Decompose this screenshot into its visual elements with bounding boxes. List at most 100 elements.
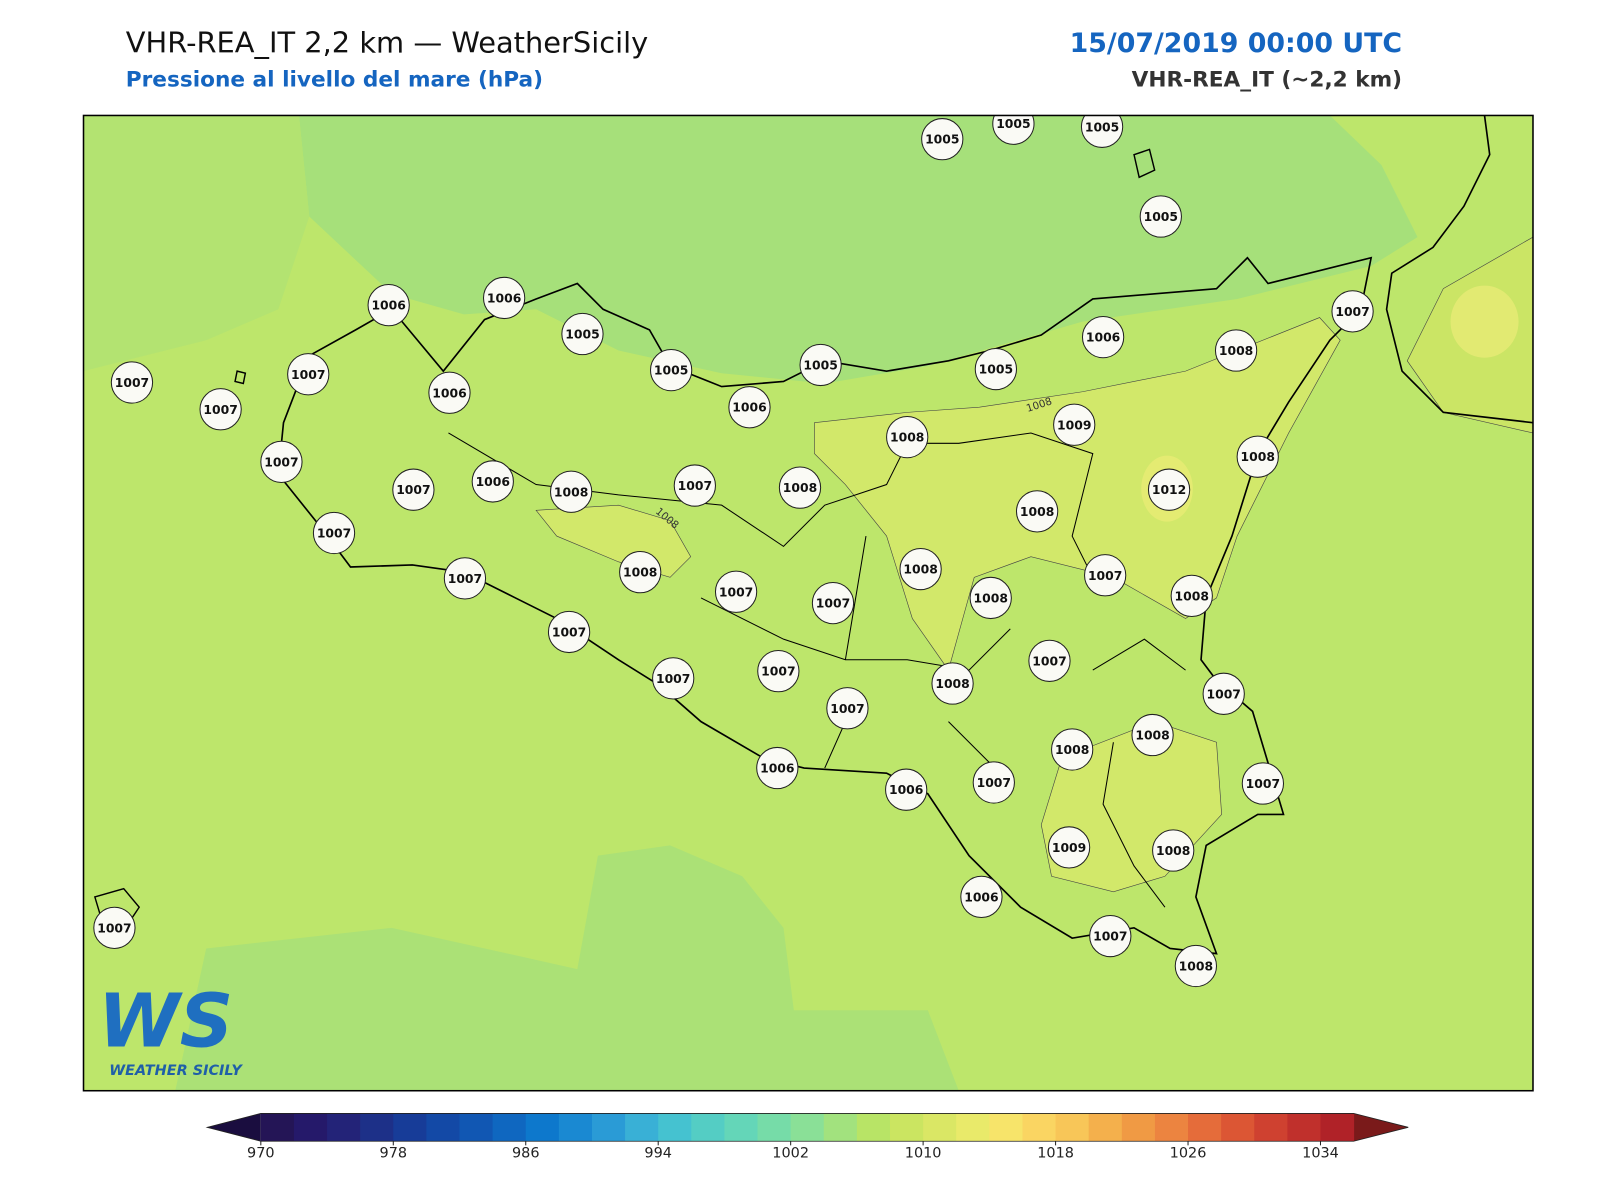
station-marker (826, 687, 869, 730)
station-marker (757, 649, 800, 693)
station-label: 1006 (732, 401, 766, 415)
station-marker (1152, 829, 1195, 872)
station-marker (992, 115, 1035, 145)
colorbar-cell (327, 1113, 361, 1142)
station-label: 1006 (964, 890, 998, 904)
station-label: 1005 (925, 133, 959, 147)
station-label: 1006 (432, 386, 466, 400)
station-label: 1007 (1207, 687, 1241, 701)
station-marker (899, 547, 942, 591)
station-marker (367, 284, 410, 327)
colorbar: 970 978 986 994 1002 1010 1018 1026 1034 (205, 1112, 1409, 1162)
stations: 1005 1005 1005 1005 1007 1006 1008 1006 1006 1005… (93, 115, 1374, 988)
station-label: 1007 (656, 672, 690, 686)
colorbar-cell (923, 1113, 957, 1142)
station-marker (1214, 329, 1258, 372)
station-marker (652, 657, 695, 700)
colorbar-tick-label: 994 (644, 1146, 672, 1162)
logo: WS WEATHER SICILY (98, 977, 243, 1079)
station-marker (619, 551, 662, 594)
logo-mark: WS (98, 977, 233, 1064)
station-label: 1007 (816, 597, 850, 611)
station-label: 1008 (1135, 729, 1169, 743)
station-label: 1008 (623, 566, 657, 580)
colorbar-tick-label: 970 (247, 1146, 275, 1162)
station-label: 1007 (1246, 777, 1280, 791)
station-label: 1008 (1055, 743, 1089, 757)
station-label: 1007 (1032, 654, 1066, 668)
station-label: 1007 (203, 403, 237, 417)
station-label: 1007 (115, 376, 149, 390)
station-label: 1007 (552, 625, 586, 639)
station-marker (561, 312, 604, 356)
colorbar-tick-label: 1018 (1037, 1146, 1074, 1162)
station-label: 1005 (979, 363, 1013, 377)
station-marker (1241, 762, 1285, 805)
station-label: 1008 (935, 677, 969, 691)
colorbar-cell (459, 1113, 494, 1142)
station-label: 1007 (1093, 930, 1127, 944)
station-marker (443, 557, 487, 600)
colorbar-outline (205, 1112, 1409, 1142)
station-label: 1007 (97, 921, 131, 935)
station-marker (1047, 826, 1091, 869)
field-max (1450, 285, 1519, 358)
station-label: 1008 (1179, 960, 1213, 974)
station-label: 1007 (291, 368, 325, 382)
station-marker (110, 361, 154, 404)
station-marker (1089, 914, 1132, 958)
colorbar-cell (525, 1113, 560, 1142)
station-label: 1008 (890, 431, 924, 445)
station-label: 1007 (448, 572, 482, 586)
colorbar-cell (293, 1113, 328, 1142)
station-label: 1006 (371, 299, 405, 313)
station-marker (93, 906, 136, 949)
station-label: 1009 (1052, 841, 1086, 855)
colorbar-cell (360, 1113, 394, 1142)
station-marker (649, 348, 693, 392)
station-label: 1007 (1088, 569, 1122, 583)
colorbar-cell (890, 1113, 924, 1142)
colorbar-cell (1022, 1113, 1057, 1142)
station-marker (969, 576, 1012, 620)
colorbar-tick-label: 1026 (1170, 1146, 1207, 1162)
station-marker (931, 662, 974, 705)
station-label: 1012 (1152, 483, 1186, 497)
station-marker (960, 875, 1003, 919)
date: 15/07/2019 00:00 UTC (1070, 28, 1402, 59)
colorbar-cell (691, 1113, 725, 1142)
station-label: 1006 (889, 783, 923, 797)
station-marker (1174, 944, 1218, 988)
station-marker (1015, 490, 1059, 533)
colorbar-tick-label: 1010 (905, 1146, 942, 1162)
station-label: 1007 (396, 483, 430, 497)
station-marker (428, 371, 471, 414)
station-marker (1170, 574, 1213, 618)
colorbar-cell (1188, 1113, 1222, 1142)
station-label: 1008 (1219, 344, 1253, 358)
station-marker (714, 570, 758, 613)
station-label: 1008 (554, 485, 588, 499)
colorbar-cell (558, 1113, 593, 1142)
station-marker (482, 276, 526, 320)
colorbar-cell (625, 1113, 659, 1142)
colorbar-cell (956, 1113, 990, 1142)
station-marker (1147, 468, 1191, 511)
map: 1005 1005 1005 1005 1007 1006 1008 1006 1006 1005… (83, 115, 1533, 1091)
station-label: 1008 (1020, 505, 1054, 519)
station-label: 1008 (783, 481, 817, 495)
station-marker (756, 746, 799, 790)
station-marker (921, 118, 964, 161)
station-label: 1006 (487, 291, 521, 305)
station-marker (673, 464, 716, 507)
station-label: 1007 (264, 455, 298, 469)
station-marker (1084, 554, 1127, 597)
colorbar-cell (989, 1113, 1023, 1142)
colorbar-cell (790, 1113, 825, 1142)
station-marker (811, 581, 855, 625)
station-label: 1005 (565, 328, 599, 342)
station-label: 1006 (476, 475, 510, 489)
station-marker (287, 353, 330, 396)
coastline (1385, 115, 1533, 424)
